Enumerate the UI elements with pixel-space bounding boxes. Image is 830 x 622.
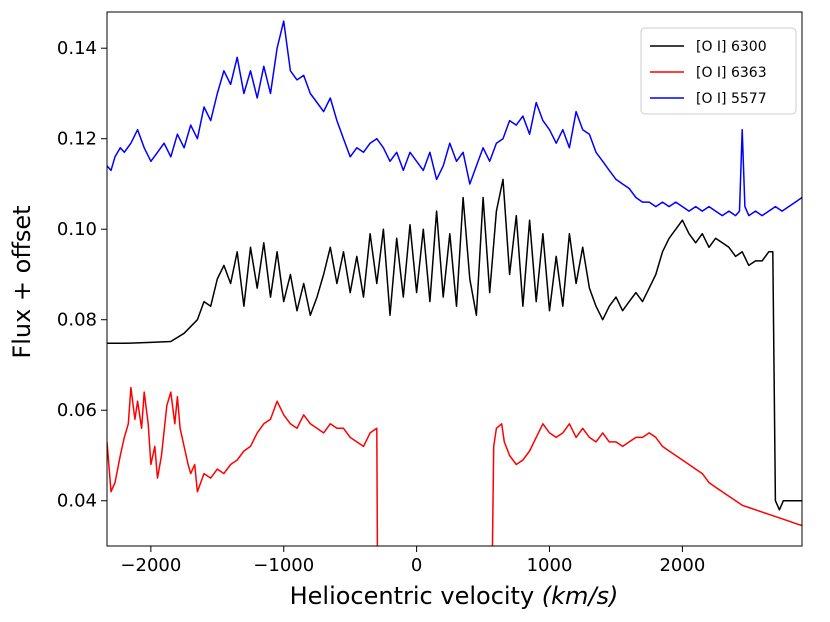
series-layer (107, 20, 802, 546)
y-axis-label: Flux + offset (8, 205, 36, 358)
legend-label: [O I] 5577 (696, 91, 767, 107)
y-tick-label: 0.08 (57, 310, 97, 331)
x-tick-label: −1000 (253, 555, 314, 576)
x-tick-label: 2000 (659, 555, 705, 576)
y-tick-label: 0.14 (57, 38, 97, 59)
x-axis: −2000 −1000 0 1000 2000 (120, 546, 705, 576)
legend: [O I] 6300 [O I] 6363 [O I] 5577 (640, 27, 797, 115)
y-tick-label: 0.06 (57, 400, 97, 421)
y-tick-label: 0.04 (57, 491, 97, 512)
y-axis: 0.04 0.06 0.08 0.10 0.12 0.14 (57, 38, 107, 512)
legend-label: [O I] 6300 (696, 39, 767, 55)
series-line-1 (107, 178, 802, 511)
x-axis-label-unit: (km/s) (542, 582, 619, 610)
y-tick-label: 0.10 (57, 219, 97, 240)
legend-label: [O I] 6363 (696, 65, 767, 81)
series-line-2 (107, 386, 802, 546)
series-line-3 (107, 20, 802, 217)
x-tick-label: 0 (411, 555, 422, 576)
legend-frame (640, 27, 797, 115)
x-tick-label: 1000 (527, 555, 573, 576)
x-tick-label: −2000 (120, 555, 181, 576)
plot-area-frame (106, 11, 803, 547)
x-axis-label-main: Heliocentric velocity (290, 582, 542, 610)
y-tick-label: 0.12 (57, 129, 97, 150)
x-axis-label: Heliocentric velocity (km/s) (290, 582, 619, 610)
